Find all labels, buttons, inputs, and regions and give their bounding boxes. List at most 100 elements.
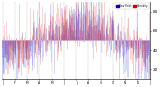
Bar xyxy=(18,40,19,74)
Bar xyxy=(106,29,107,40)
Bar xyxy=(75,37,76,40)
Bar xyxy=(52,31,53,40)
Bar xyxy=(70,25,71,40)
Bar xyxy=(40,29,41,40)
Bar xyxy=(31,40,32,46)
Bar xyxy=(64,7,65,40)
Bar xyxy=(3,40,4,43)
Bar xyxy=(25,40,26,49)
Bar xyxy=(114,39,115,40)
Bar xyxy=(15,40,16,59)
Bar xyxy=(81,0,82,40)
Bar xyxy=(140,38,141,40)
Bar xyxy=(54,40,55,42)
Bar xyxy=(29,40,30,69)
Bar xyxy=(95,25,96,40)
Bar xyxy=(9,40,10,60)
Bar xyxy=(59,19,60,40)
Bar xyxy=(144,40,145,51)
Bar xyxy=(79,14,80,40)
Bar xyxy=(37,11,38,40)
Bar xyxy=(6,40,7,62)
Bar xyxy=(141,40,142,79)
Bar xyxy=(38,40,39,48)
Bar xyxy=(85,0,86,40)
Bar xyxy=(55,27,56,40)
Bar xyxy=(34,21,35,40)
Bar xyxy=(146,40,147,53)
Bar xyxy=(111,40,112,50)
Bar xyxy=(8,40,9,61)
Bar xyxy=(102,3,103,40)
Bar xyxy=(107,21,108,40)
Bar xyxy=(94,39,95,40)
Bar xyxy=(149,40,150,74)
Bar xyxy=(108,35,109,40)
Bar xyxy=(127,40,128,77)
Bar xyxy=(58,8,59,40)
Bar xyxy=(51,40,52,44)
Bar xyxy=(113,20,114,40)
Bar xyxy=(123,40,124,63)
Bar xyxy=(67,20,68,40)
Bar xyxy=(125,40,126,41)
Bar xyxy=(21,40,22,58)
Bar xyxy=(72,18,73,40)
Bar xyxy=(148,40,149,51)
Bar xyxy=(116,40,117,46)
Bar xyxy=(53,29,54,40)
Bar xyxy=(61,40,62,51)
Bar xyxy=(17,40,18,79)
Bar xyxy=(57,3,58,40)
Bar xyxy=(5,40,6,58)
Bar xyxy=(42,40,43,43)
Bar xyxy=(90,40,91,43)
Bar xyxy=(82,31,83,40)
Bar xyxy=(43,34,44,40)
Bar xyxy=(76,4,77,40)
Bar xyxy=(118,40,119,51)
Bar xyxy=(65,29,66,40)
Bar xyxy=(134,36,135,40)
Bar xyxy=(4,40,5,74)
Bar xyxy=(91,20,92,40)
Bar xyxy=(87,9,88,40)
Bar xyxy=(60,3,61,40)
Bar xyxy=(96,40,97,53)
Legend: Dew Point, Humidity: Dew Point, Humidity xyxy=(115,3,149,9)
Bar xyxy=(93,12,94,40)
Bar xyxy=(147,40,148,72)
Bar xyxy=(36,29,37,40)
Bar xyxy=(104,2,105,40)
Bar xyxy=(143,40,144,52)
Bar xyxy=(83,15,84,40)
Bar xyxy=(39,34,40,40)
Bar xyxy=(14,40,15,48)
Bar xyxy=(28,40,29,59)
Bar xyxy=(136,40,137,59)
Bar xyxy=(35,32,36,40)
Bar xyxy=(101,23,102,40)
Bar xyxy=(68,28,69,40)
Bar xyxy=(121,38,122,40)
Bar xyxy=(13,40,14,50)
Bar xyxy=(115,40,116,44)
Bar xyxy=(22,40,23,62)
Bar xyxy=(2,40,3,58)
Bar xyxy=(124,40,125,55)
Bar xyxy=(133,40,134,55)
Bar xyxy=(49,26,50,40)
Bar xyxy=(110,17,111,40)
Bar xyxy=(77,40,78,46)
Bar xyxy=(100,17,101,40)
Bar xyxy=(130,40,131,60)
Bar xyxy=(88,25,89,40)
Bar xyxy=(80,40,81,41)
Bar xyxy=(12,40,13,45)
Bar xyxy=(44,40,45,41)
Bar xyxy=(98,30,99,40)
Bar xyxy=(48,40,49,41)
Bar xyxy=(131,40,132,48)
Bar xyxy=(126,40,127,52)
Bar xyxy=(41,31,42,40)
